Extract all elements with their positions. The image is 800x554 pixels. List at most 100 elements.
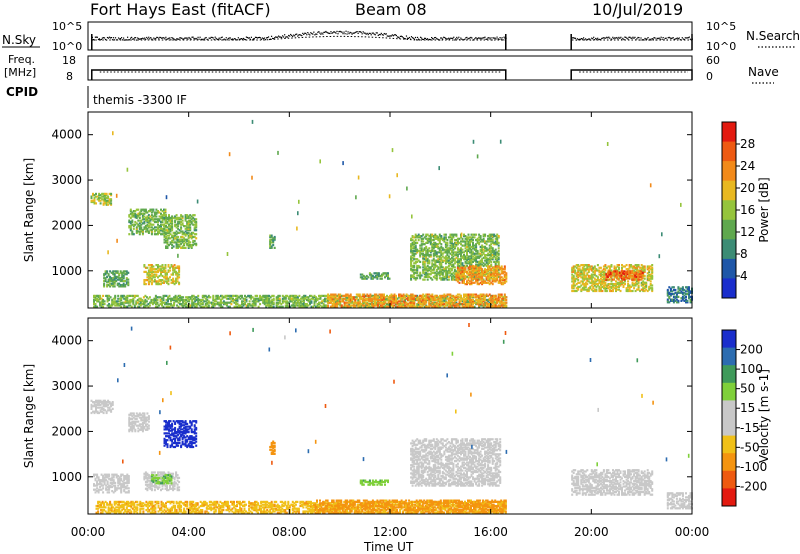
range-gate-cell — [469, 303, 471, 306]
range-gate-cell — [322, 298, 325, 302]
noise-sample — [341, 31, 343, 33]
range-gate-cell — [416, 235, 419, 238]
range-gate-cell — [434, 298, 437, 302]
range-gate-cell — [348, 301, 351, 304]
range-gate-cell — [102, 198, 105, 201]
range-gate-cell — [493, 304, 496, 307]
range-gate-cell — [455, 252, 458, 255]
range-gate-cell — [153, 276, 156, 279]
range-gate-cell — [482, 280, 485, 283]
range-gate-cell — [369, 305, 372, 308]
range-gate-cell — [578, 272, 581, 275]
noise-sample — [264, 39, 267, 41]
range-gate-cell — [304, 305, 307, 308]
range-gate-cell — [482, 293, 485, 296]
range-gate-cell — [432, 305, 435, 308]
range-gate-cell — [127, 301, 130, 304]
range-gate-cell — [166, 245, 169, 248]
range-gate-cell — [497, 300, 500, 303]
range-gate-cell — [155, 274, 158, 278]
range-gate-cell — [476, 264, 479, 268]
range-gate-cell — [472, 274, 474, 278]
range-gate-cell — [396, 303, 399, 306]
range-gate-cell — [426, 296, 429, 299]
range-gate-cell — [138, 300, 141, 303]
noise-sample — [309, 34, 311, 36]
range-gate-cell — [369, 300, 372, 303]
range-gate-cell — [574, 284, 577, 287]
range-gate-cell — [488, 274, 491, 278]
range-gate-cell — [461, 263, 464, 266]
range-gate-cell — [331, 294, 334, 297]
range-gate-cell — [476, 249, 479, 253]
range-gate-cell — [410, 293, 413, 296]
range-gate-cell — [410, 248, 413, 251]
range-gate-cell — [312, 297, 314, 300]
range-gate-cell — [496, 268, 499, 271]
range-gate-cell — [464, 303, 467, 306]
range-gate-cell — [235, 298, 237, 302]
range-gate-cell — [187, 229, 190, 232]
range-gate-cell — [146, 223, 149, 226]
range-gate-cell — [503, 270, 506, 273]
noise-sample — [150, 37, 152, 39]
noise-sample — [208, 37, 210, 39]
range-gate-cell — [456, 263, 459, 266]
range-gate-cell — [453, 275, 456, 278]
range-gate-cell — [488, 235, 491, 238]
range-gate-cell — [179, 297, 182, 300]
range-gate-cell — [435, 277, 438, 280]
range-gate-cell — [438, 297, 441, 300]
range-gate-cell — [469, 236, 471, 239]
range-gate-cell — [123, 305, 126, 308]
range-gate-cell — [225, 297, 228, 300]
range-gate-cell — [443, 300, 446, 303]
range-gate-cell — [447, 249, 450, 253]
range-gate-cell — [366, 294, 369, 297]
range-gate-cell — [414, 262, 417, 265]
range-gate-cell — [447, 251, 450, 254]
range-gate-cell — [170, 279, 173, 282]
range-gate-cell — [175, 230, 178, 233]
noise-sample — [624, 36, 626, 38]
noise-sample — [106, 36, 109, 39]
range-gate-cell — [456, 277, 459, 280]
range-gate-cell — [452, 235, 455, 238]
range-gate-cell — [322, 294, 325, 297]
range-gate-cell — [334, 300, 337, 303]
range-gate-cell — [227, 297, 230, 300]
range-gate-cell — [441, 296, 444, 299]
range-gate-cell — [169, 229, 172, 232]
range-gate-cell — [228, 294, 231, 297]
range-gate-cell — [500, 294, 503, 297]
range-gate-cell — [572, 266, 575, 269]
noise-sample — [361, 33, 363, 35]
noise-sample — [399, 35, 402, 38]
range-gate-cell — [432, 259, 435, 262]
noise-sample — [266, 36, 269, 39]
range-gate-cell — [383, 300, 385, 303]
range-gate-cell — [463, 296, 465, 299]
range-gate-cell — [420, 249, 423, 253]
range-gate-cell — [342, 300, 345, 303]
range-gate-cell — [455, 303, 458, 306]
range-gate-cell — [466, 304, 468, 307]
range-gate-cell — [441, 269, 444, 272]
noise-sample — [618, 36, 620, 39]
noise-sample — [664, 37, 666, 39]
range-gate-cell — [446, 293, 449, 296]
range-gate-cell — [420, 296, 423, 299]
range-gate-cell — [493, 274, 496, 278]
range-gate-cell — [494, 241, 497, 244]
range-gate-cell — [461, 274, 464, 278]
range-gate-cell — [170, 300, 172, 303]
range-gate-cell — [431, 244, 434, 247]
range-gate-cell — [493, 300, 496, 303]
range-gate-cell — [126, 300, 129, 303]
range-gate-cell — [416, 269, 419, 272]
noise-sample — [619, 37, 621, 39]
range-gate-cell — [447, 255, 450, 258]
range-gate-cell — [143, 281, 146, 284]
range-gate-cell — [487, 258, 490, 261]
range-gate-cell — [302, 301, 305, 304]
